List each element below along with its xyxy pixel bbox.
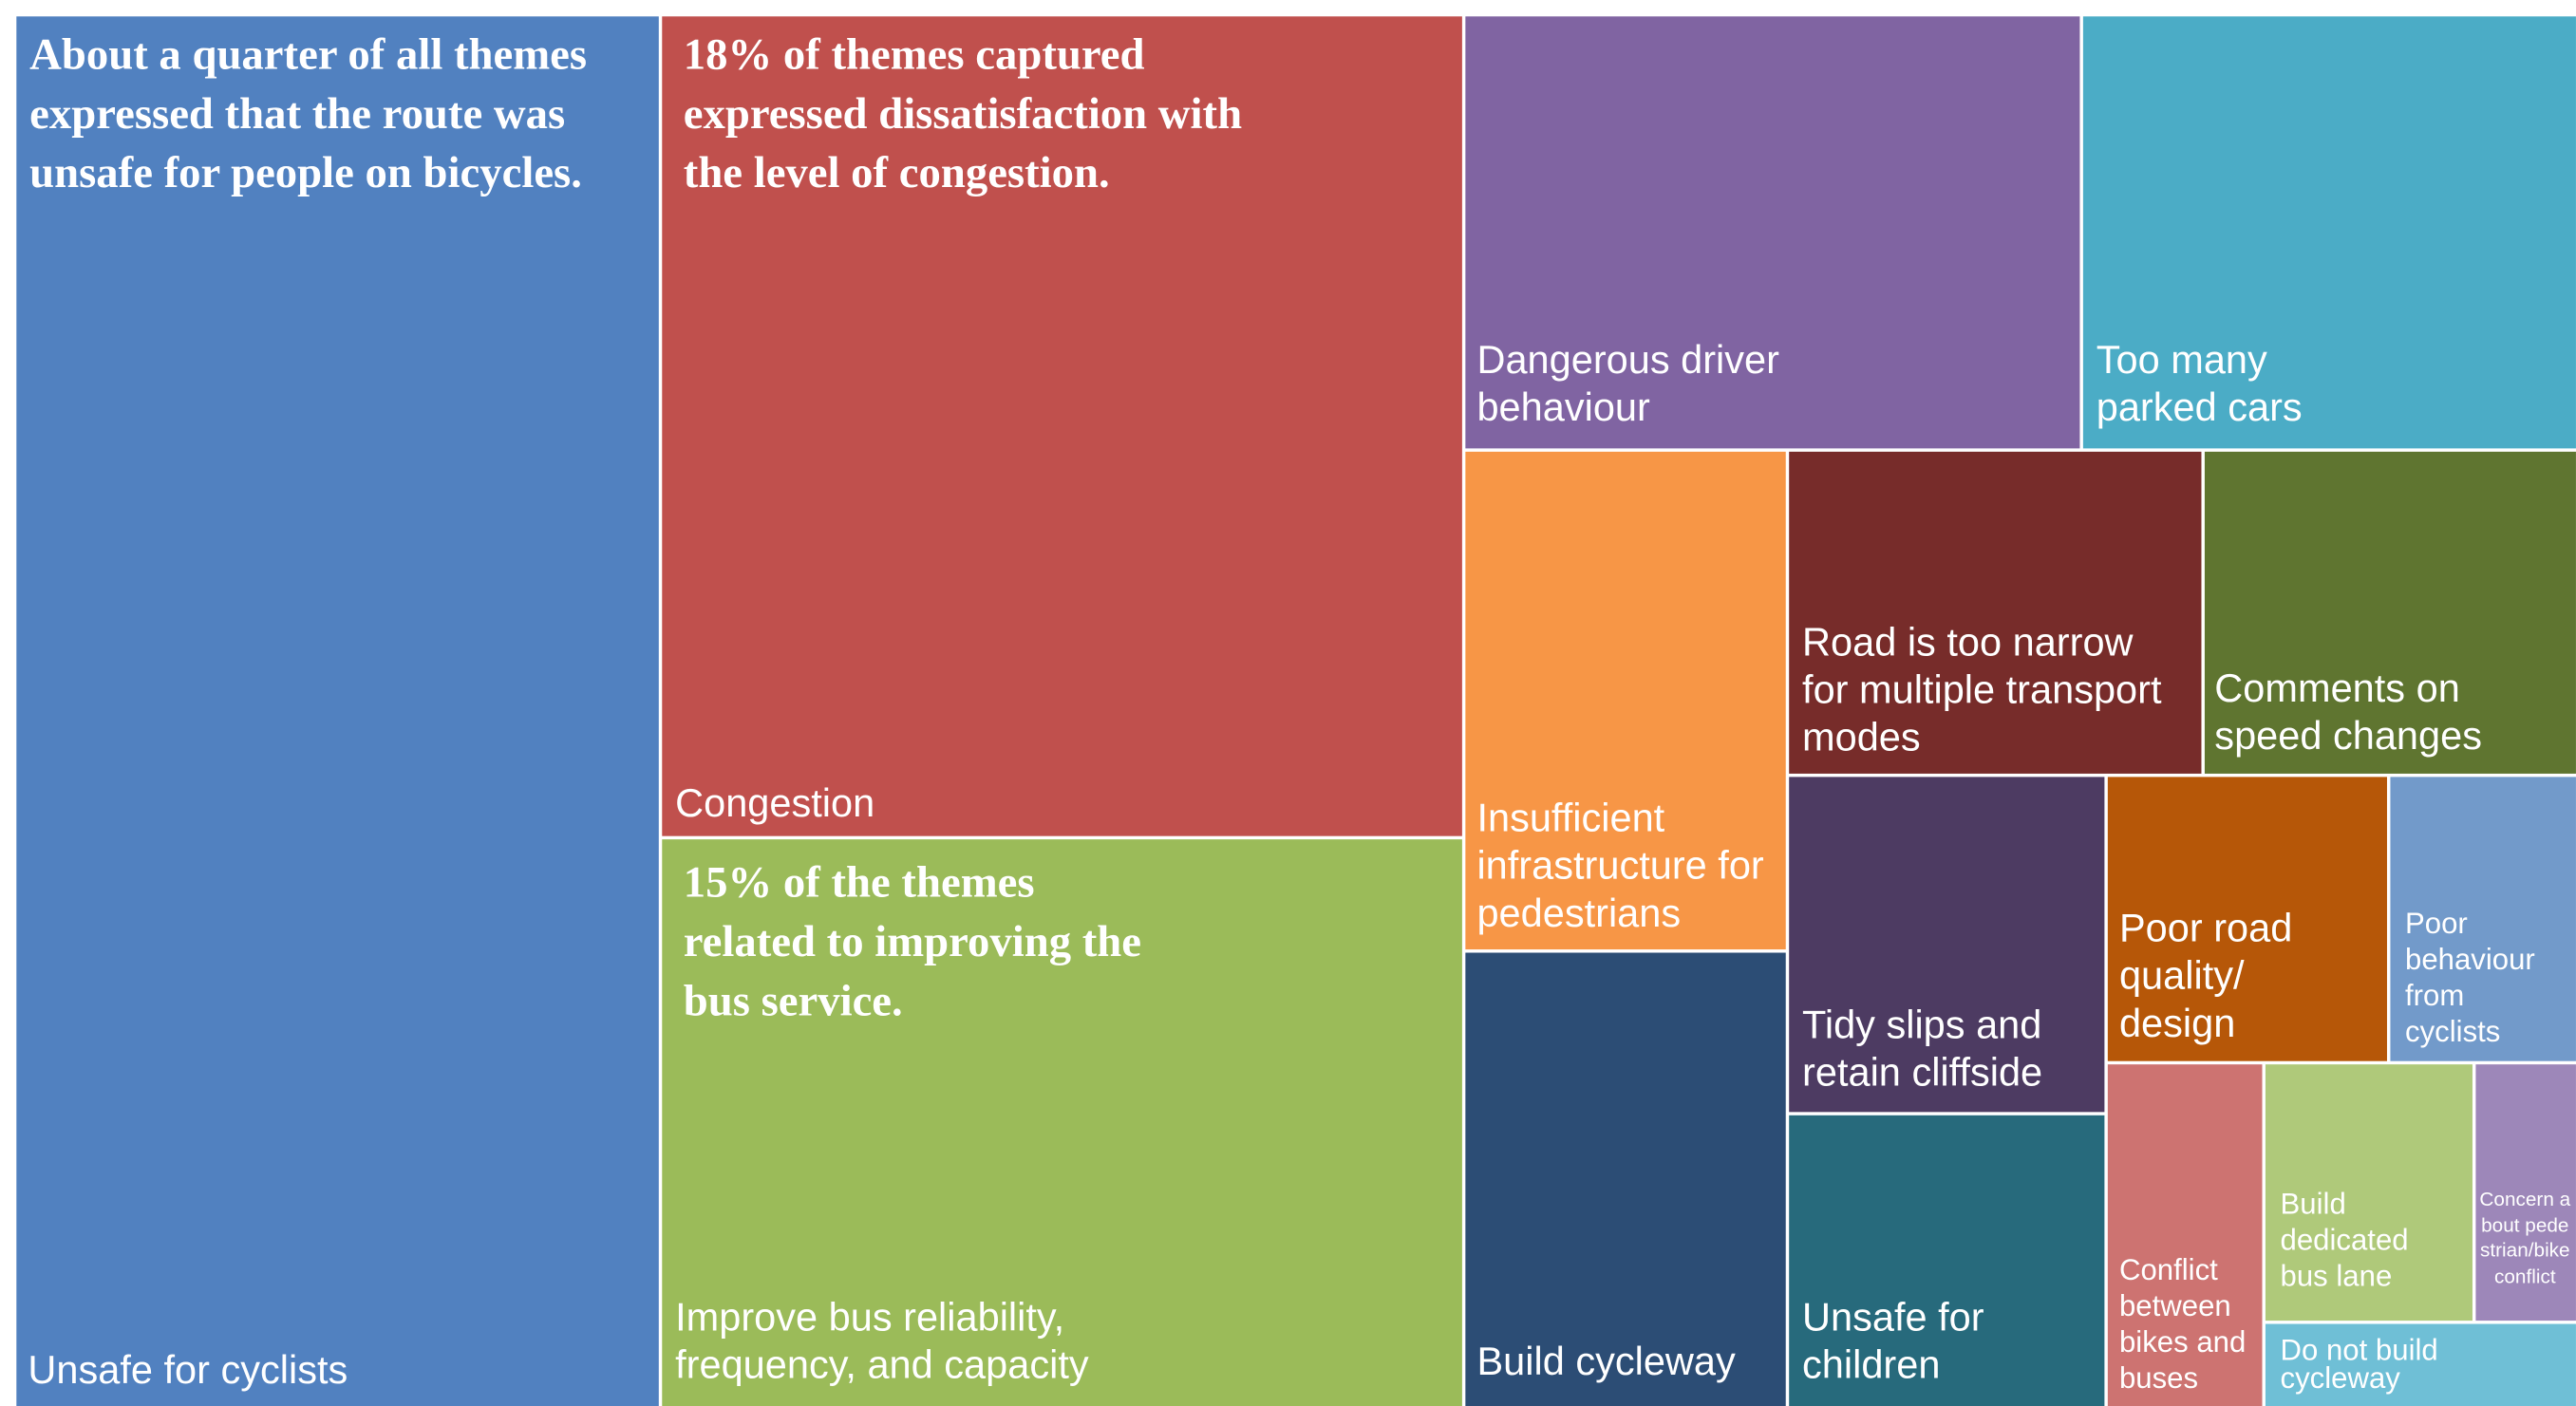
tile-label: Poor behaviour from cyclists [2405,907,2535,1048]
tile-label: Unsafe for children [1802,1296,1984,1389]
tile-label: Improve bus reliability, frequency, and … [675,1296,1089,1389]
tile-label: Do not build cycleway [2280,1333,2438,1395]
tile [1465,451,1786,950]
tile-label: Congestion [675,781,875,827]
tile-label: Unsafe for cyclists [28,1348,348,1394]
tile-label: Tidy slips and retain cliffside [1802,1003,2043,1097]
tile-label: Concern about pedestrian/bike conflict [2479,1187,2571,1287]
tile-label: Conflict between bikes and buses [2118,1253,2247,1395]
tile-label: Poor road quality/ design [2118,907,2293,1047]
tile-label: Too many parked cars [2096,338,2303,431]
annotation: 15% of the themes related to improving t… [683,857,1142,1025]
tile [662,839,1462,1406]
tile [2107,777,2387,1061]
tile-label: Build dedicated bus lane [2280,1187,2409,1293]
tile [1789,451,2202,774]
tile [2265,1323,2576,1406]
tile [16,16,659,1406]
tile-label: Insufficient infrastructure for pedestri… [1476,797,1764,937]
tile [2204,451,2576,774]
tile-label: Comments on speed changes [2214,666,2482,759]
annotation: 18% of themes captured expressed dissati… [683,29,1243,197]
tile [2082,16,2576,449]
annotation: About a quarter of all themes expressed … [29,29,588,197]
tile-label: Road is too narrow for multiple transpor… [1802,621,2162,761]
tile-label: Dangerous driver behaviour [1476,338,1779,431]
tile [662,16,1462,836]
tile [2475,1064,2576,1322]
tile [2390,777,2576,1061]
tile [1789,1115,2105,1406]
tile [1789,777,2105,1113]
tile [1465,952,1786,1406]
tile [2107,1064,2263,1406]
tile [1465,16,2080,449]
tile-label: Build cycleway [1476,1340,1736,1385]
tile [2265,1064,2473,1322]
